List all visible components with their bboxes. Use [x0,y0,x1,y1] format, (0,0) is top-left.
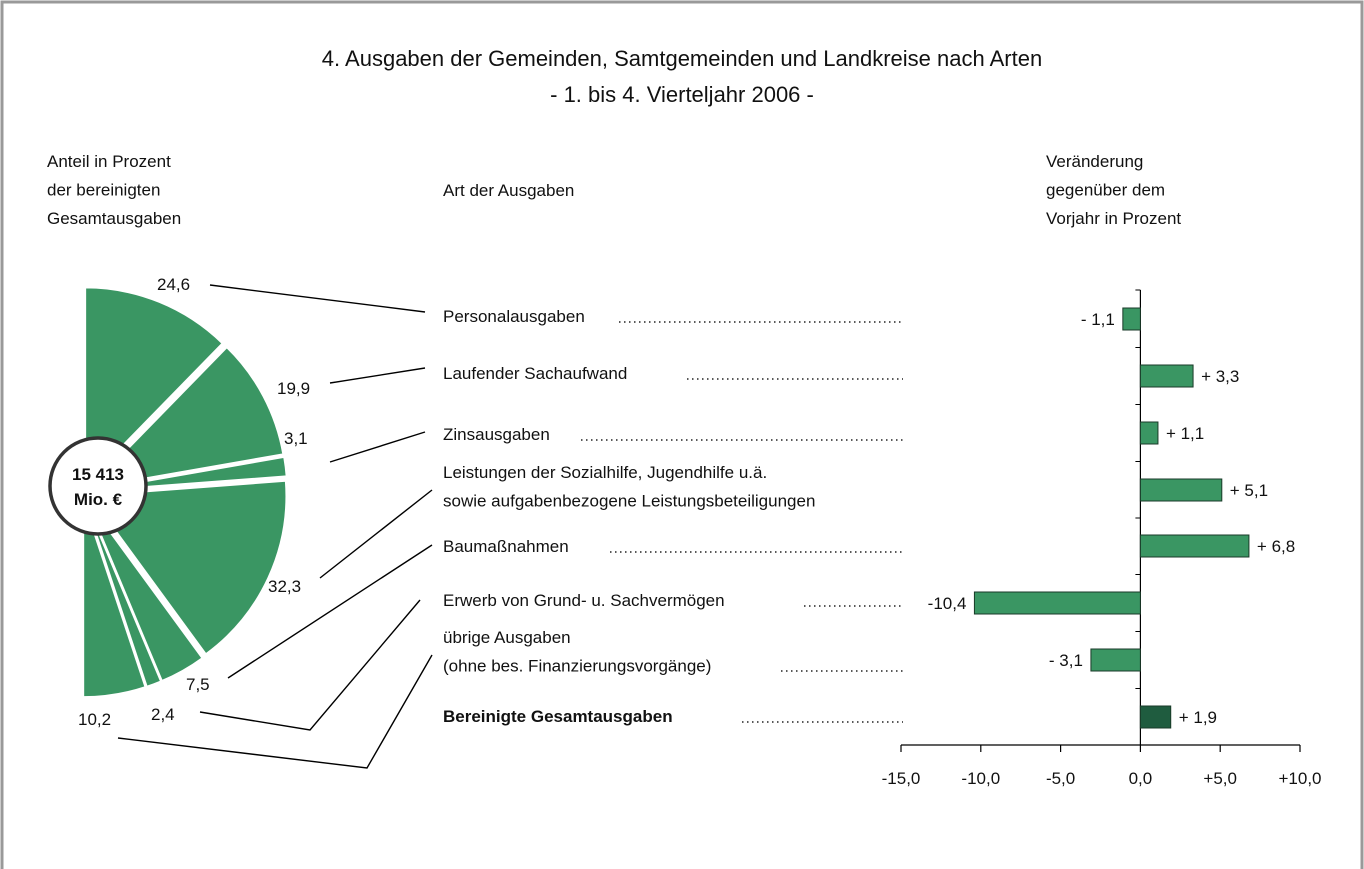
pie-value-label: 24,6 [157,275,190,294]
pie-label: Anteil in Prozent der bereinigten Gesamtau… [47,152,181,228]
bar-value-label: + 1,9 [1179,708,1217,727]
bar [1139,364,1194,388]
x-tick-label: +10,0 [1278,769,1321,788]
bar-value-label: + 3,3 [1201,367,1239,386]
x-tick-label: -10,0 [961,769,1000,788]
pie-value-label: 19,9 [277,379,310,398]
chart-title: 4. Ausgaben der Gemeinden, Samtgemeinden… [322,46,1042,71]
bar [973,591,1141,615]
axis-title: Veränderung gegenüber dem Vorjahr in Proze… [1046,152,1181,228]
x-tick-label: -15,0 [882,769,921,788]
connector-line [227,544,433,679]
bar [1090,648,1141,672]
category-label: Bereinigte Gesamtausgaben [443,707,673,726]
pie-slice [84,286,224,486]
bar [1139,478,1223,502]
category-label: Erwerb von Grund- u. Sachvermögen [443,591,725,610]
pie-slice [88,480,287,656]
pie-value-label: 7,5 [186,675,210,694]
pie-value-label: 3,1 [284,429,308,448]
bar-value-label: + 6,8 [1257,537,1295,556]
category-label: Personalausgaben [443,307,585,326]
category-label: Baumaßnahmen [443,537,569,556]
bar [1139,534,1250,558]
bar [1122,307,1141,331]
pie-value-label: 2,4 [151,705,175,724]
connector-line [329,431,426,463]
category-label: Laufender Sachaufwand [443,364,627,383]
bar-value-label: + 1,1 [1166,424,1204,443]
bar-value-label: - 1,1 [1081,310,1115,329]
chart-subtitle: - 1. bis 4. Vierteljahr 2006 - [550,82,814,107]
connector-line [319,489,433,579]
pie-slice [84,500,162,688]
category-header: Art der Ausgaben [443,181,574,200]
pie-slice [87,346,284,489]
bar [1139,421,1159,445]
x-tick-label: 0,0 [1129,769,1153,788]
connector-line [209,284,426,313]
category-label: Leistungen der Sozialhilfe, Jugendhilfe … [443,463,815,511]
pie-value-label: 32,3 [268,577,301,596]
category-label: übrige Ausgaben (ohne bes. Finanzierungsv… [443,628,711,676]
pie-slice [82,500,147,698]
connector-line [199,599,421,731]
center-circle [48,436,148,536]
category-label: Zinsausgaben [443,425,550,444]
bar [1139,705,1172,729]
bar-value-label: - 3,1 [1049,651,1083,670]
pie-value-label: 10,2 [78,710,111,729]
connector-line [117,654,433,769]
x-tick-label: +5,0 [1203,769,1237,788]
bar-value-label: + 5,1 [1230,481,1268,500]
connector-line [329,367,426,384]
pie-slice [85,499,204,682]
x-tick-label: -5,0 [1046,769,1075,788]
center-label: 15 413 Mio. € [72,465,124,509]
bar-value-label: -10,4 [928,594,967,613]
